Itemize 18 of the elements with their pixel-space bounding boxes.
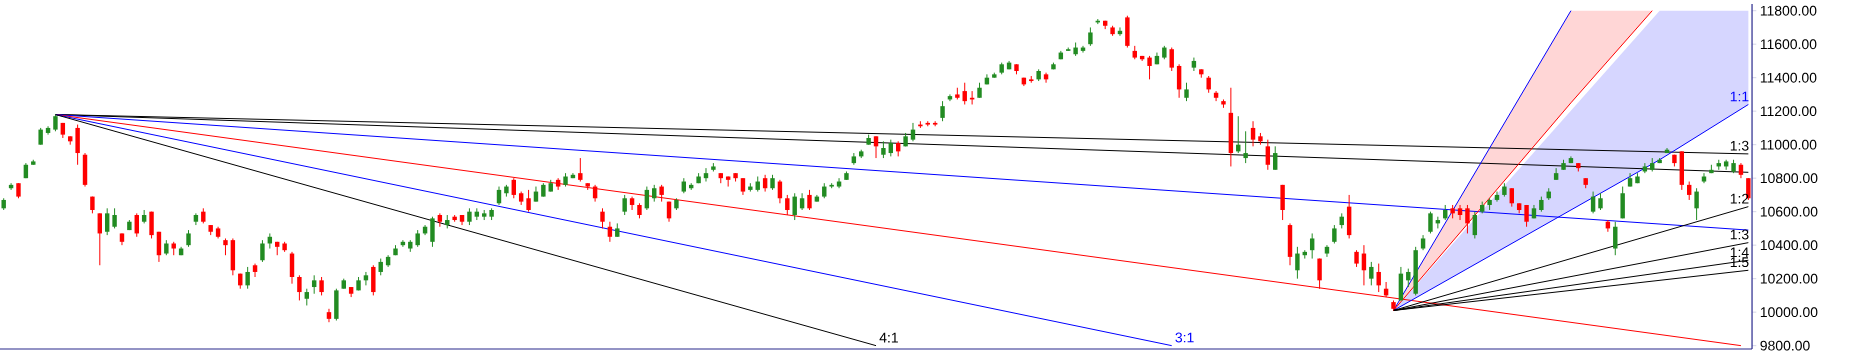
series-label: 1:1 xyxy=(1730,91,1749,102)
y-tick-label: 10400.00 xyxy=(1760,240,1818,251)
series-label: 3:1 xyxy=(1175,332,1194,343)
y-tick-label: 10000.00 xyxy=(1760,307,1818,318)
y-tick-label: 10200.00 xyxy=(1760,273,1818,284)
y-tick-label: 11000.00 xyxy=(1760,139,1817,150)
series-label: 4:1 xyxy=(879,332,898,343)
series-label: 1:4 xyxy=(1730,247,1749,258)
y-tick-label: 11800.00 xyxy=(1760,5,1817,16)
series-label: 1:2 xyxy=(1730,193,1749,204)
y-tick-label: 11600.00 xyxy=(1760,39,1817,50)
y-tick-label: 9800.00 xyxy=(1760,340,1810,351)
series-label: 1:3 xyxy=(1730,229,1749,240)
y-tick-label: 11200.00 xyxy=(1760,106,1817,117)
y-tick-label: 10600.00 xyxy=(1760,206,1818,217)
series-label: 1:3 xyxy=(1730,140,1749,151)
y-tick-label: 10800.00 xyxy=(1760,173,1818,184)
y-tick-label: 11400.00 xyxy=(1760,72,1817,83)
